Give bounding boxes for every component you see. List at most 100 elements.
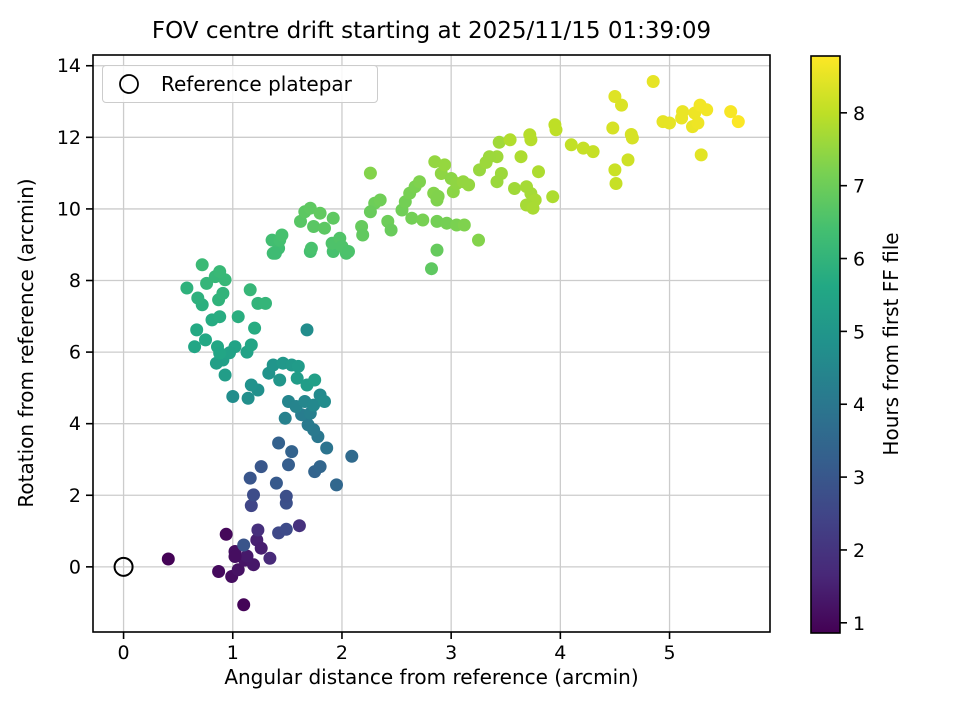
colorbar-gradient <box>810 55 841 634</box>
data-point <box>278 411 292 425</box>
data-point <box>212 565 226 578</box>
data-point <box>269 476 283 490</box>
data-point <box>608 163 622 177</box>
data-point <box>663 116 676 130</box>
data-point <box>263 551 277 565</box>
chart-title: FOV centre drift starting at 2025/11/15 … <box>151 18 712 44</box>
x-tick-label: 4 <box>554 642 566 664</box>
data-point <box>490 175 504 189</box>
colorbar-tick-label: 6 <box>853 249 865 271</box>
data-point <box>318 221 331 235</box>
data-point <box>564 138 578 152</box>
x-axis-ticks: 0 1 2 3 4 5 <box>118 632 676 664</box>
data-point <box>430 243 444 257</box>
data-point <box>200 276 214 290</box>
data-point <box>646 75 660 88</box>
data-point <box>428 155 442 169</box>
x-tick-label: 3 <box>445 642 457 664</box>
plot-border <box>92 54 771 633</box>
data-point <box>304 241 318 255</box>
y-tick-label: 12 <box>57 127 81 149</box>
data-point <box>482 150 496 164</box>
data-point <box>300 323 314 337</box>
data-point <box>313 206 327 220</box>
data-point <box>243 471 257 485</box>
data-point <box>549 123 563 137</box>
data-point <box>438 158 452 172</box>
data-point <box>228 550 242 563</box>
data-point <box>308 373 322 387</box>
data-point <box>290 371 304 385</box>
colorbar-tick-label: 4 <box>853 394 865 416</box>
data-point <box>514 150 528 164</box>
data-point <box>244 499 258 513</box>
data-point <box>226 390 240 403</box>
colorbar-tick-label: 5 <box>853 321 865 343</box>
data-point <box>345 449 359 463</box>
y-tick-label: 10 <box>57 198 81 220</box>
data-point <box>307 220 321 233</box>
data-point <box>691 116 705 130</box>
data-point <box>244 378 258 392</box>
data-point <box>251 523 265 537</box>
data-point <box>694 148 708 162</box>
data-point <box>209 356 223 370</box>
data-point <box>676 105 690 119</box>
data-point <box>318 395 331 408</box>
data-point <box>356 228 370 242</box>
data-point <box>625 131 639 145</box>
data-point <box>273 373 287 387</box>
data-point <box>275 228 289 242</box>
data-point <box>440 216 454 230</box>
colorbar-ticks: 1 2 3 4 5 6 7 8 <box>840 103 865 635</box>
colorbar-tick-label: 2 <box>853 540 865 562</box>
colorbar-tick-label: 3 <box>853 467 865 489</box>
data-point <box>190 323 204 337</box>
y-tick-label: 0 <box>69 556 81 578</box>
x-tick-label: 0 <box>118 642 130 664</box>
data-point <box>199 333 212 347</box>
data-point <box>373 193 387 207</box>
data-point <box>244 338 258 352</box>
scatter-points <box>161 75 745 612</box>
data-point <box>223 346 236 360</box>
data-point <box>724 105 738 119</box>
data-point <box>254 460 268 474</box>
data-point <box>292 519 306 533</box>
data-point <box>237 598 251 612</box>
data-point <box>326 211 340 225</box>
data-point <box>430 214 444 228</box>
data-point <box>586 145 600 159</box>
data-point <box>609 177 623 190</box>
reference-point-marker <box>113 556 134 577</box>
data-point <box>492 135 506 149</box>
data-point <box>363 205 377 219</box>
data-point <box>191 291 205 305</box>
data-point <box>363 166 377 180</box>
data-point <box>195 258 209 272</box>
data-point <box>231 563 245 577</box>
data-point <box>216 286 230 300</box>
data-point <box>268 246 282 260</box>
colorbar-label: Hours from first FF file <box>879 232 903 456</box>
data-point <box>508 182 521 195</box>
colorbar-tick-label: 8 <box>853 103 865 125</box>
data-point <box>330 478 343 492</box>
data-point <box>472 233 485 247</box>
y-tick-label: 2 <box>69 485 81 507</box>
data-point <box>247 488 260 502</box>
data-point <box>462 178 476 192</box>
data-point <box>700 103 714 117</box>
data-point <box>621 153 635 167</box>
data-point <box>231 310 245 324</box>
data-point <box>213 310 227 324</box>
y-axis-ticks: 0 2 4 6 8 10 12 14 <box>57 55 93 578</box>
reference-marker-icon <box>119 74 139 94</box>
data-point <box>243 283 257 297</box>
data-point <box>254 541 268 555</box>
x-axis-label: Angular distance from reference (arcmin) <box>224 665 639 689</box>
data-point <box>241 391 255 405</box>
data-point <box>532 165 545 179</box>
